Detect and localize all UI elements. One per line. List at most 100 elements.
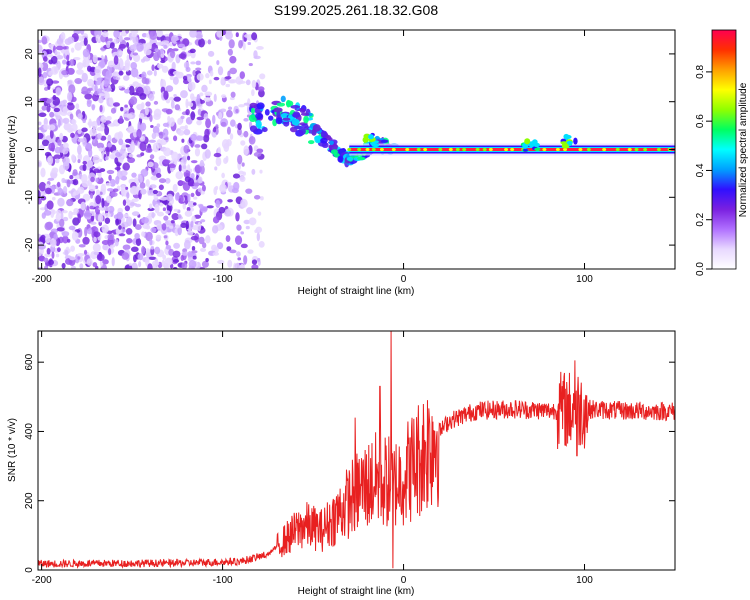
spectral-noise-blob xyxy=(221,172,225,179)
descending-trace-blob xyxy=(276,111,281,118)
spectral-noise-blob xyxy=(253,50,258,59)
spectral-noise-blob xyxy=(234,235,243,246)
spectral-noise-blob xyxy=(165,244,172,250)
spectral-noise-blob xyxy=(195,67,202,71)
spectral-noise-blob xyxy=(172,48,179,52)
spectral-noise-blob xyxy=(46,247,51,255)
spectral-noise-blob xyxy=(236,224,242,231)
spectral-noise-blob xyxy=(140,188,147,195)
spectral-noise-blob xyxy=(172,70,180,76)
spectral-noise-blob xyxy=(228,79,235,84)
spectral-noise-blob xyxy=(200,190,205,195)
spectral-noise-blob xyxy=(173,96,181,102)
spectral-noise-blob xyxy=(185,224,189,230)
spectral-noise-blob xyxy=(139,141,147,152)
spectral-noise-blob xyxy=(77,252,85,257)
spectral-noise-blob xyxy=(168,163,176,169)
spectral-noise-blob xyxy=(199,165,205,175)
snr-series-line xyxy=(38,331,675,570)
spectral-noise-blob xyxy=(228,39,235,49)
spectral-noise-blob xyxy=(62,117,70,124)
carrier-highlight xyxy=(482,148,487,151)
spectral-noise-blob xyxy=(47,177,55,181)
spectral-noise-blob xyxy=(68,210,73,220)
spectral-noise-blob xyxy=(130,246,139,253)
spectral-noise-blob xyxy=(194,147,201,157)
spectral-noise-blob xyxy=(239,175,246,182)
spectral-noise-blob xyxy=(204,128,210,138)
spectral-noise-blob xyxy=(55,158,60,164)
spectral-noise-blob xyxy=(257,257,261,262)
spectral-noise-blob xyxy=(129,201,136,207)
spectral-noise-blob xyxy=(190,133,197,141)
spectral-noise-blob xyxy=(257,211,262,216)
spectral-noise-blob xyxy=(188,200,195,208)
spectral-noise-blob xyxy=(38,126,44,131)
spectral-noise-blob xyxy=(108,38,113,42)
spectral-burst-blob xyxy=(371,143,380,148)
spectral-noise-blob xyxy=(95,80,102,86)
spectral-noise-blob xyxy=(152,189,159,195)
spectral-noise-blob xyxy=(68,225,76,231)
spectral-noise-blob xyxy=(162,122,169,128)
spectral-noise-blob xyxy=(119,59,124,69)
spectral-noise-blob xyxy=(251,89,255,97)
spectral-noise-blob xyxy=(137,253,144,261)
spectral-noise-blob xyxy=(121,142,126,150)
spectral-noise-blob xyxy=(232,173,241,179)
spectral-noise-blob xyxy=(225,31,233,40)
colorbar-scale xyxy=(711,29,737,270)
spectral-noise-blob xyxy=(174,104,181,111)
spectral-noise-blob xyxy=(53,107,60,113)
descending-trace-blob xyxy=(293,125,303,130)
spectral-noise-blob xyxy=(147,161,154,168)
spectral-noise-blob xyxy=(233,262,237,269)
descending-trace-blob xyxy=(273,107,283,113)
descending-trace-blob xyxy=(308,140,315,145)
spectral-noise-blob xyxy=(248,135,256,145)
spectral-noise-blob xyxy=(131,141,136,152)
spectral-noise-blob xyxy=(118,233,126,237)
descending-trace-blob xyxy=(264,109,270,116)
spectral-noise-blob xyxy=(73,56,81,61)
spectral-noise-blob xyxy=(145,224,151,230)
spectral-noise-blob xyxy=(121,252,130,260)
carrier-highlight xyxy=(510,148,515,151)
spectral-noise-blob xyxy=(188,81,196,91)
spectral-noise-blob xyxy=(88,147,93,158)
spectral-noise-blob xyxy=(73,207,79,214)
spectral-noise-blob xyxy=(93,236,97,243)
spectral-noise-blob xyxy=(180,222,187,228)
spectral-noise-blob xyxy=(201,184,206,192)
spectral-noise-blob xyxy=(150,227,157,233)
spectral-noise-blob xyxy=(136,42,144,52)
spectral-noise-blob xyxy=(96,77,103,81)
spectral-noise-blob xyxy=(64,249,69,257)
spectral-noise-blob xyxy=(59,132,64,141)
spectral-noise-blob xyxy=(141,33,148,38)
spectral-noise-blob xyxy=(95,177,99,183)
spectral-noise-blob xyxy=(149,30,158,40)
spectral-noise-blob xyxy=(84,93,93,100)
spectral-noise-blob xyxy=(113,30,120,39)
spectral-noise-blob xyxy=(235,108,239,114)
spectral-noise-blob xyxy=(221,94,227,99)
spectral-noise-blob xyxy=(258,89,265,98)
spectral-noise-blob xyxy=(61,210,68,214)
spectral-noise-blob xyxy=(102,243,109,251)
spectral-noise-blob xyxy=(183,144,190,154)
spectral-noise-blob xyxy=(54,49,58,56)
spectral-noise-blob xyxy=(146,70,153,76)
spectral-noise-blob xyxy=(82,236,90,245)
spectral-noise-blob xyxy=(97,169,102,173)
spectral-noise-blob xyxy=(41,139,50,147)
spectral-noise-blob xyxy=(127,157,136,164)
spectral-noise-blob xyxy=(227,106,233,110)
spectral-noise-blob xyxy=(126,126,135,134)
spectral-noise-blob xyxy=(183,128,191,136)
spectral-noise-blob xyxy=(74,42,82,51)
spectral-noise-blob xyxy=(158,131,164,139)
spectral-noise-blob xyxy=(175,224,181,229)
